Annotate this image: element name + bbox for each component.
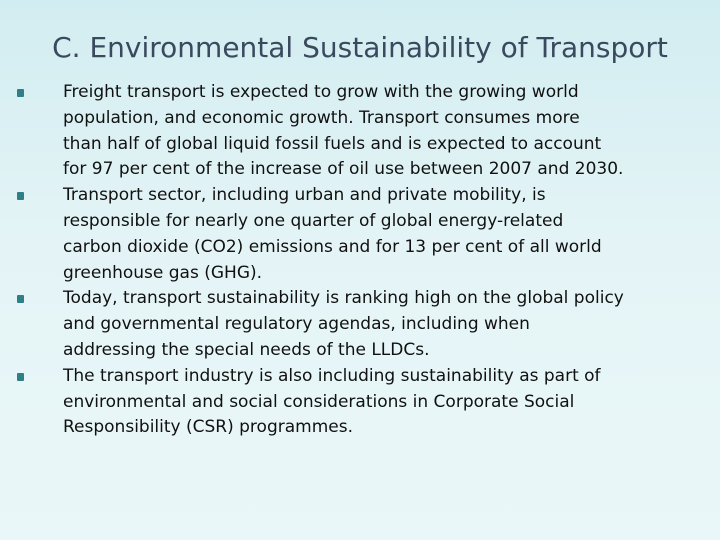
bullet-line: carbon dioxide (CO2) emissions and for 1… — [63, 236, 602, 257]
bullet-line: responsible for nearly one quarter of gl… — [63, 210, 564, 231]
bullet-line: and governmental regulatory agendas, inc… — [63, 314, 530, 335]
slide-title: C. Environmental Sustainability of Trans… — [52, 31, 668, 64]
bullet-line: environmental and social considerations … — [63, 391, 575, 412]
bullet-line: Transport sector, including urban and pr… — [63, 185, 546, 206]
bullet-item-1: Freight transport is expected to grow wi… — [0, 80, 720, 183]
bullet-line: Responsibility (CSR) programmes. — [63, 417, 353, 438]
bullet-item-4: The transport industry is also including… — [0, 364, 720, 441]
square-bullet-icon — [17, 295, 24, 304]
bullet-line: than half of global liquid fossil fuels … — [63, 133, 602, 154]
square-bullet-icon — [17, 192, 24, 201]
bullet-item-2: Transport sector, including urban and pr… — [0, 183, 720, 286]
bullet-line: greenhouse gas (GHG). — [63, 262, 263, 283]
square-bullet-icon — [17, 89, 24, 97]
bullet-line: population, and economic growth. Transpo… — [63, 107, 580, 128]
bullet-item-3: Today, transport sustainability is ranki… — [0, 286, 720, 363]
bullet-line: addressing the special needs of the LLDC… — [63, 339, 430, 360]
bullet-line: The transport industry is also including… — [63, 365, 601, 386]
bullet-line: Freight transport is expected to grow wi… — [63, 82, 579, 102]
bullet-line: Today, transport sustainability is ranki… — [63, 288, 624, 309]
bullet-line: for 97 per cent of the increase of oil u… — [63, 159, 624, 180]
bullet-list: Freight transport is expected to grow wi… — [0, 80, 720, 441]
square-bullet-icon — [17, 372, 24, 381]
